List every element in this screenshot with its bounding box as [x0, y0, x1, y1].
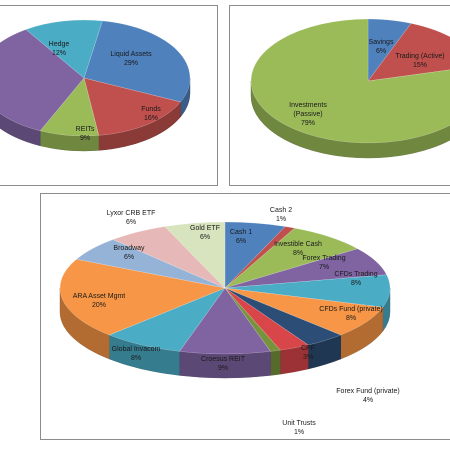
slice-label: 8% — [346, 315, 356, 322]
slice-label: 6% — [236, 238, 246, 245]
slice-label: 1% — [276, 216, 286, 223]
pie-slice-trading-active — [367, 23, 450, 82]
pie-slice-gold-etf — [164, 221, 226, 289]
slice-label: REITs — [76, 126, 95, 133]
slice-label: ARA Asset Mgmt — [73, 293, 126, 300]
pie-slice-global-invacom — [108, 287, 226, 352]
pie-slice-reits — [39, 77, 100, 137]
pie-slice-unit-trusts — [224, 287, 281, 352]
slice-label: Hedge — [49, 41, 70, 48]
slice-label: Liquid Assets — [110, 51, 152, 58]
slice-label: Lyxor CRB ETF — [107, 210, 156, 217]
slice-label: Gold ETF — [190, 225, 220, 232]
pie-slice-forex-fund-private — [224, 287, 342, 346]
slice-label: Croesus REIT — [201, 356, 246, 363]
pie-slice-cash-1 — [224, 221, 286, 289]
slice-label: 15% — [413, 62, 427, 69]
pie-slice-ara-asset-mgmt — [59, 258, 226, 336]
chart-panel-holdings-breakdown: Cash 1 6% Cash 2 1% Investible Cash 8% Forex T… — [40, 193, 450, 440]
slice-label: CPF — [301, 345, 315, 352]
pie-slice-unlabeled — [0, 29, 85, 132]
slice-label: 9% — [80, 135, 90, 142]
slice-label: Funds — [141, 106, 161, 113]
chart-panel-portfolio-split: Hedge 12% Liquid Assets 29% Funds 16% REITs 9% — [0, 5, 218, 186]
pie-top — [0, 19, 191, 137]
slice-label: (Passive) — [293, 111, 322, 118]
slice-label: 12% — [52, 50, 66, 57]
slice-label: Investible Cash — [274, 241, 322, 248]
pie-slice-liquid-assets — [83, 20, 191, 103]
slice-label: Broadway — [113, 245, 145, 252]
pie-slice-savings — [367, 18, 412, 82]
pie-chart-2: Savings 6% Trading (Active) 15% Investments (… — [250, 18, 450, 159]
slice-label: Unit Trusts — [282, 420, 316, 427]
pie-top — [59, 221, 391, 355]
pie-slice-cfds-fund-private — [224, 287, 384, 336]
slice-label: 29% — [124, 60, 138, 67]
pie-slice-investible-cash — [224, 227, 359, 289]
slice-label: 8% — [351, 280, 361, 287]
pie-slice-funds — [83, 77, 181, 136]
pie-slice-investments-passive — [250, 18, 450, 144]
pie-top — [250, 18, 450, 144]
pie-slice-hedge — [25, 19, 103, 79]
pie-slice-croesus-reit — [178, 287, 272, 355]
pie-slice-cash-2 — [224, 226, 296, 289]
slice-label: Global Invacom — [112, 346, 161, 353]
slice-label: 8% — [131, 355, 141, 362]
pie-sides — [59, 287, 391, 379]
pie-slice-cpf — [224, 287, 309, 351]
slice-label: Trading (Active) — [395, 53, 444, 60]
slice-label: Savings — [369, 39, 394, 46]
slice-label: 6% — [124, 254, 134, 261]
slice-label: 6% — [376, 48, 386, 55]
slice-label: 3% — [303, 354, 313, 361]
pie-slice-forex-trading — [224, 248, 388, 289]
slice-label: Forex Trading — [302, 255, 345, 262]
slice-label: 6% — [200, 234, 210, 241]
pie-chart-1: Hedge 12% Liquid Assets 29% Funds 16% REITs 9% — [0, 19, 191, 152]
pie-side-unit-trusts — [270, 349, 281, 376]
slice-label: 9% — [218, 365, 228, 372]
slice-label: 7% — [319, 264, 329, 271]
pie-slice-lyxor-crb-etf — [112, 226, 226, 289]
chart-panel-activity-split: Savings 6% Trading (Active) 15% Investments (… — [229, 5, 450, 186]
pie-sides — [0, 77, 191, 152]
pie-slice-broadway — [75, 239, 226, 289]
slice-label: Investments — [289, 102, 327, 109]
slice-label: 16% — [144, 115, 158, 122]
slice-label: 4% — [363, 397, 373, 404]
pie-side-unlabeled — [0, 113, 41, 147]
slice-label: CFDs Trading — [334, 271, 377, 278]
slice-label: 1% — [294, 429, 304, 436]
slice-label: 8% — [293, 250, 303, 257]
slice-label: 79% — [301, 120, 315, 127]
slice-label: 20% — [92, 302, 106, 309]
slice-label: Forex Fund (private) — [336, 388, 399, 395]
pie-slice-cfds-trading — [224, 274, 391, 308]
slice-label: CFDs Fund (private) — [319, 306, 382, 313]
slice-label: Cash 2 — [270, 207, 292, 214]
slice-label: Cash 1 — [230, 229, 252, 236]
slice-label: 6% — [126, 219, 136, 226]
